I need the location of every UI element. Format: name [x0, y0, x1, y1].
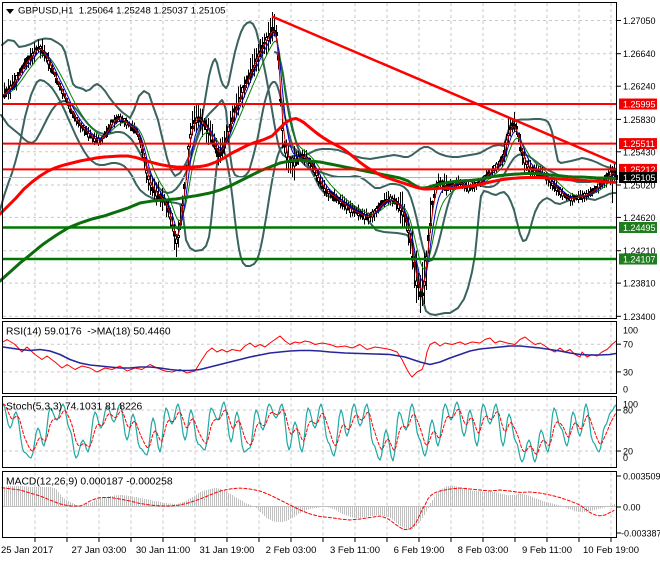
svg-text:0: 0 — [623, 385, 628, 395]
svg-text:2 Feb 03:00: 2 Feb 03:00 — [266, 545, 317, 556]
svg-text:100: 100 — [623, 400, 638, 410]
svg-text:27 Jan 03:00: 27 Jan 03:00 — [72, 545, 127, 556]
svg-text:1.24210: 1.24210 — [623, 246, 656, 256]
svg-text:1.25511: 1.25511 — [623, 139, 655, 149]
svg-text:1.26640: 1.26640 — [623, 49, 656, 59]
svg-text:30: 30 — [623, 367, 633, 377]
svg-text:RSI(14) 59.0176 ->MA(18) 50.4: RSI(14) 59.0176 ->MA(18) 50.4460 — [6, 327, 171, 338]
svg-text:0.00: 0.00 — [623, 503, 641, 513]
svg-text:10 Feb 19:00: 10 Feb 19:00 — [583, 545, 639, 556]
svg-text:1.25212: 1.25212 — [623, 165, 656, 175]
svg-text:MACD(12,26,9) 0.000187 -0.0002: MACD(12,26,9) 0.000187 -0.000258 — [6, 477, 173, 488]
svg-text:30 Jan 11:00: 30 Jan 11:00 — [136, 545, 190, 556]
svg-text:1.25020: 1.25020 — [623, 181, 656, 191]
svg-text:0.003509: 0.003509 — [623, 472, 660, 482]
svg-text:1.25430: 1.25430 — [623, 147, 656, 157]
svg-text:1.25995: 1.25995 — [623, 100, 656, 110]
svg-text:31 Jan 19:00: 31 Jan 19:00 — [200, 545, 255, 556]
svg-text:0: 0 — [623, 453, 628, 463]
svg-text:Stoch(5,3,3) 74.1031 81.8226: Stoch(5,3,3) 74.1031 81.8226 — [6, 402, 143, 413]
svg-text:25 Jan 2017: 25 Jan 2017 — [1, 545, 53, 556]
svg-text:1.25830: 1.25830 — [623, 115, 656, 125]
svg-text:-0.003387: -0.003387 — [621, 529, 660, 539]
svg-text:1.27050: 1.27050 — [623, 16, 656, 26]
svg-text:1.24495: 1.24495 — [623, 223, 656, 233]
svg-text:8 Feb 03:00: 8 Feb 03:00 — [458, 545, 509, 556]
svg-text:6 Feb 19:00: 6 Feb 19:00 — [394, 545, 445, 556]
svg-text:70: 70 — [623, 340, 633, 350]
svg-text:3 Feb 11:00: 3 Feb 11:00 — [330, 545, 380, 556]
svg-text:1.23810: 1.23810 — [623, 279, 656, 289]
svg-text:1.23400: 1.23400 — [623, 312, 656, 322]
svg-text:80: 80 — [623, 406, 633, 416]
svg-text:20: 20 — [623, 447, 633, 457]
svg-text:9 Feb 11:00: 9 Feb 11:00 — [522, 545, 572, 556]
svg-text:100: 100 — [623, 326, 638, 336]
svg-text:1.25105: 1.25105 — [623, 173, 656, 183]
svg-text:1.26240: 1.26240 — [623, 82, 656, 92]
svg-text:1.24107: 1.24107 — [623, 255, 656, 265]
svg-text:1.24620: 1.24620 — [623, 213, 656, 223]
svg-text:GBPUSD,H1 1.25064 1.25248 1.2: GBPUSD,H1 1.25064 1.25248 1.25037 1.2510… — [18, 6, 226, 17]
